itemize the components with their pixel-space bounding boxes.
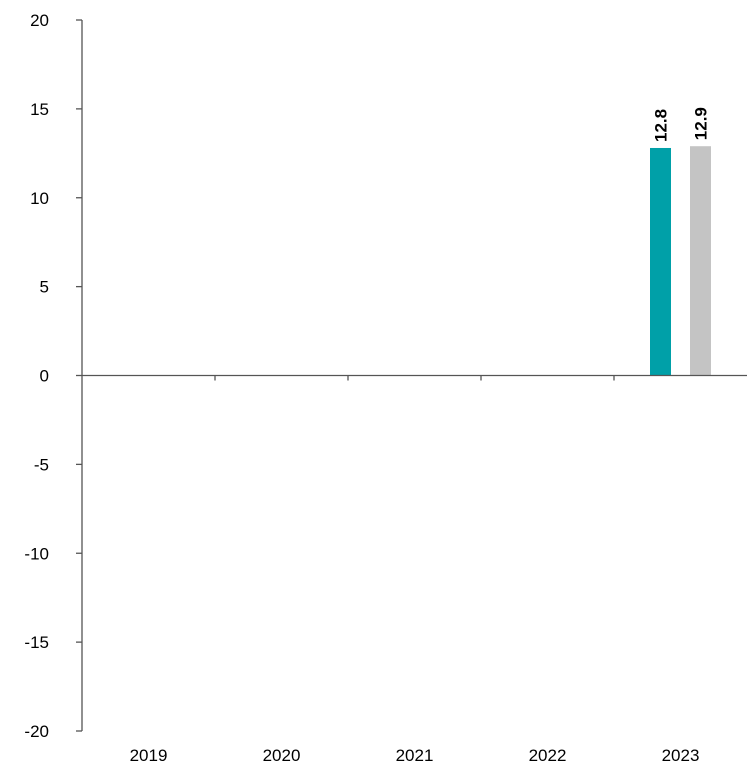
x-tick-label: 2019 — [130, 746, 168, 765]
y-tick-label: 20 — [30, 11, 49, 30]
y-tick-label: 0 — [40, 367, 49, 386]
y-tick-label: 10 — [30, 189, 49, 208]
x-tick-label: 2021 — [396, 746, 434, 765]
bar — [690, 146, 711, 376]
y-tick-label: 15 — [30, 100, 49, 119]
bars — [650, 146, 711, 376]
y-axis-ticks: 20 15 10 5 0 -5 -10 -15 -20 — [24, 11, 82, 741]
data-labels: 12.8 12.9 — [652, 107, 711, 142]
x-tick-label: 2022 — [529, 746, 567, 765]
y-tick-label: -5 — [34, 455, 49, 474]
bar — [650, 147, 671, 376]
x-tick-label: 2023 — [662, 746, 700, 765]
y-tick-label: -15 — [24, 633, 49, 652]
y-tick-label: -20 — [24, 722, 49, 741]
bar-value-label: 12.9 — [692, 107, 711, 140]
x-tick-label: 2020 — [263, 746, 301, 765]
y-tick-label: 5 — [40, 278, 49, 297]
x-axis-ticks: 2019 2020 2021 2022 2023 — [130, 375, 700, 765]
y-tick-label: -10 — [24, 544, 49, 563]
bar-value-label: 12.8 — [652, 109, 671, 142]
